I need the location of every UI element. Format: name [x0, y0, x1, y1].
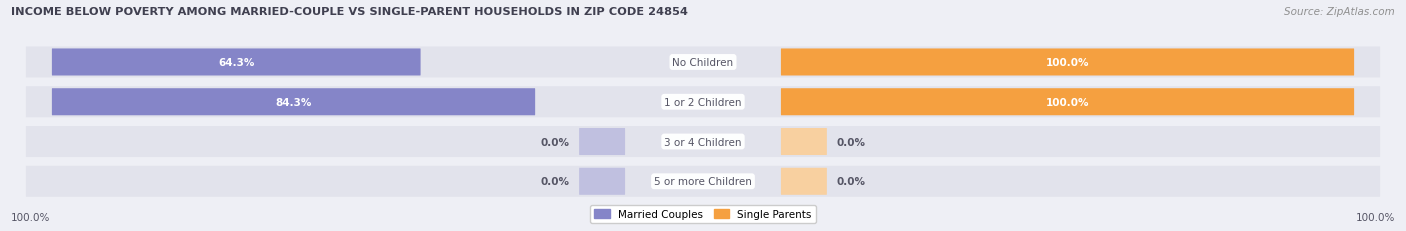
- FancyBboxPatch shape: [25, 47, 1381, 78]
- Text: 100.0%: 100.0%: [1046, 97, 1090, 107]
- FancyBboxPatch shape: [25, 126, 1381, 157]
- Text: 64.3%: 64.3%: [218, 58, 254, 68]
- FancyBboxPatch shape: [780, 49, 1354, 76]
- FancyBboxPatch shape: [780, 128, 827, 155]
- FancyBboxPatch shape: [25, 87, 1381, 118]
- Text: 0.0%: 0.0%: [540, 176, 569, 186]
- Legend: Married Couples, Single Parents: Married Couples, Single Parents: [591, 205, 815, 224]
- FancyBboxPatch shape: [780, 89, 1354, 116]
- FancyBboxPatch shape: [780, 168, 827, 195]
- Text: Source: ZipAtlas.com: Source: ZipAtlas.com: [1284, 7, 1395, 17]
- FancyBboxPatch shape: [579, 168, 626, 195]
- Text: 1 or 2 Children: 1 or 2 Children: [664, 97, 742, 107]
- FancyBboxPatch shape: [52, 89, 536, 116]
- Text: 100.0%: 100.0%: [1355, 212, 1395, 222]
- Text: 84.3%: 84.3%: [276, 97, 312, 107]
- FancyBboxPatch shape: [579, 128, 626, 155]
- Text: 0.0%: 0.0%: [837, 176, 866, 186]
- Text: 100.0%: 100.0%: [1046, 58, 1090, 68]
- Text: 100.0%: 100.0%: [11, 212, 51, 222]
- Text: 3 or 4 Children: 3 or 4 Children: [664, 137, 742, 147]
- FancyBboxPatch shape: [52, 49, 420, 76]
- Text: 0.0%: 0.0%: [837, 137, 866, 147]
- Text: No Children: No Children: [672, 58, 734, 68]
- FancyBboxPatch shape: [25, 166, 1381, 197]
- Text: 0.0%: 0.0%: [540, 137, 569, 147]
- Text: 5 or more Children: 5 or more Children: [654, 176, 752, 186]
- Text: INCOME BELOW POVERTY AMONG MARRIED-COUPLE VS SINGLE-PARENT HOUSEHOLDS IN ZIP COD: INCOME BELOW POVERTY AMONG MARRIED-COUPL…: [11, 7, 688, 17]
